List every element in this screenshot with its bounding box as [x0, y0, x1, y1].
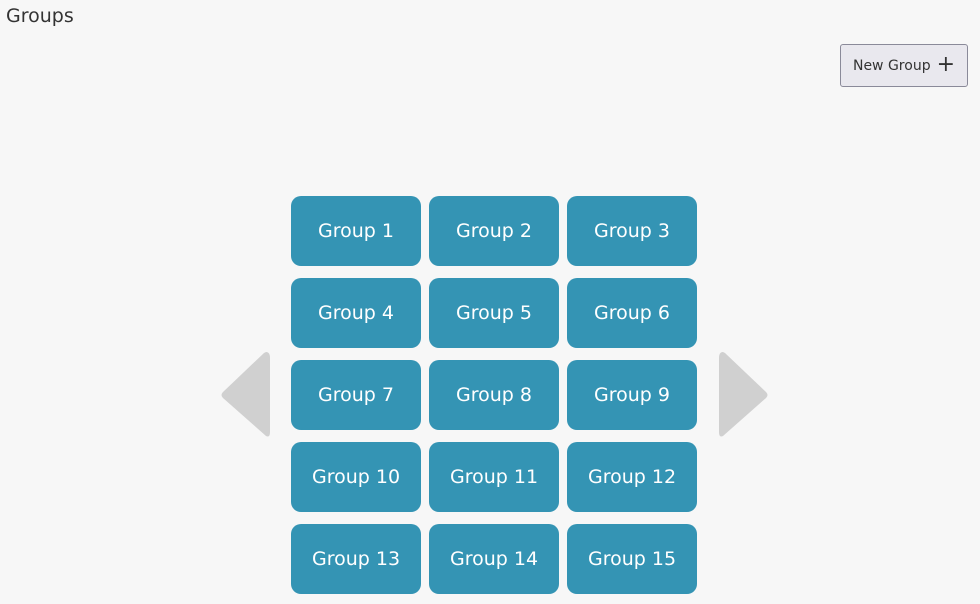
page-title: Groups — [6, 5, 74, 27]
next-page-arrow-icon[interactable] — [719, 350, 769, 440]
group-tile[interactable]: Group 15 — [567, 524, 697, 594]
group-tile[interactable]: Group 12 — [567, 442, 697, 512]
group-tile[interactable]: Group 1 — [291, 196, 421, 266]
group-tile[interactable]: Group 4 — [291, 278, 421, 348]
group-tile[interactable]: Group 7 — [291, 360, 421, 430]
group-tile[interactable]: Group 13 — [291, 524, 421, 594]
group-tile[interactable]: Group 9 — [567, 360, 697, 430]
group-tile[interactable]: Group 8 — [429, 360, 559, 430]
group-tile[interactable]: Group 10 — [291, 442, 421, 512]
group-tile[interactable]: Group 5 — [429, 278, 559, 348]
new-group-label: New Group — [852, 57, 931, 74]
group-tile[interactable]: Group 2 — [429, 196, 559, 266]
group-grid: Group 1 Group 2 Group 3 Group 4 Group 5 Group… — [291, 196, 697, 594]
group-tile[interactable]: Group 14 — [429, 524, 559, 594]
group-tile[interactable]: Group 11 — [429, 442, 559, 512]
group-tile[interactable]: Group 3 — [567, 196, 697, 266]
group-tile[interactable]: Group 6 — [567, 278, 697, 348]
previous-page-arrow-icon[interactable] — [220, 350, 270, 440]
plus-icon: + — [936, 51, 956, 77]
new-group-button[interactable]: New Group + — [840, 44, 968, 87]
